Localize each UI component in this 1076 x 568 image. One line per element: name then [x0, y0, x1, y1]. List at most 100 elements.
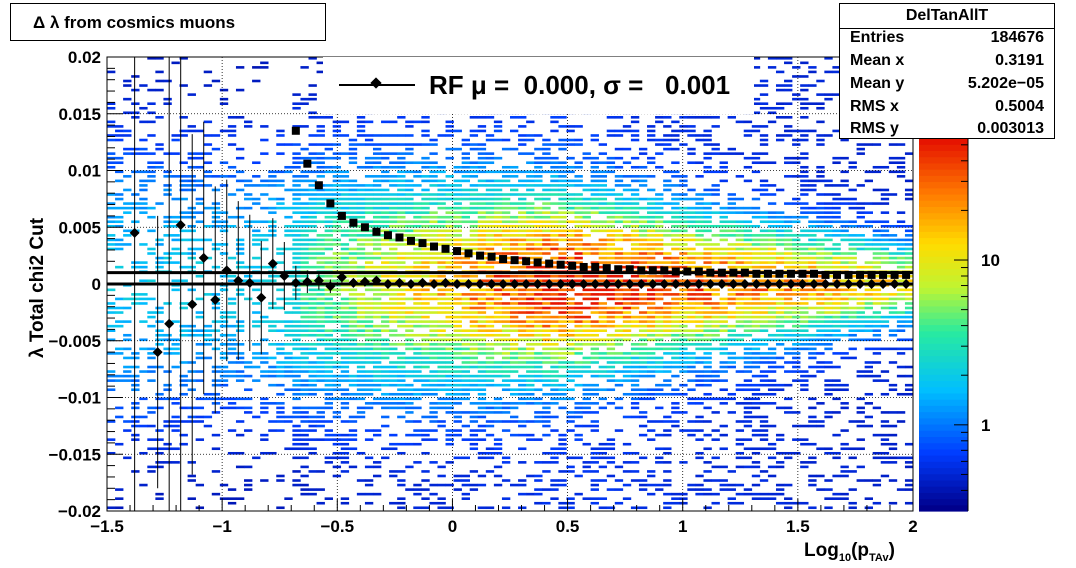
heatmap-cell	[429, 197, 438, 201]
heatmap-cell	[332, 383, 342, 387]
heatmap-cell	[727, 293, 736, 296]
heatmap-cell	[300, 343, 309, 346]
heatmap-cell	[139, 261, 148, 264]
heatmap-cell	[155, 116, 164, 119]
heatmap-cell	[542, 220, 551, 224]
heatmap-cell	[356, 388, 366, 392]
heatmap-cell	[445, 125, 454, 128]
heatmap-cell	[413, 234, 422, 237]
heatmap-cell	[171, 338, 180, 342]
heatmap-cell	[518, 374, 527, 378]
heatmap-cell	[372, 256, 382, 260]
heatmap-cell	[381, 229, 390, 233]
heatmap-cell	[735, 234, 745, 237]
heatmap-cell	[453, 388, 462, 392]
heatmap-cell	[751, 415, 761, 419]
heatmap-cell	[437, 197, 446, 201]
heatmap-cell	[260, 193, 269, 196]
heatmap-cell	[759, 492, 769, 496]
heatmap-cell	[284, 374, 293, 378]
heatmap-cell	[372, 188, 382, 192]
heatmap-cell	[816, 243, 825, 246]
heatmap-cell	[510, 243, 519, 246]
heatmap-cell	[784, 361, 793, 364]
heatmap-cell	[405, 252, 414, 255]
heatmap-cell	[671, 497, 680, 500]
heatmap-cell	[526, 347, 535, 351]
heatmap-cell	[147, 215, 156, 219]
heatmap-cell	[364, 456, 374, 460]
heatmap-cell	[703, 293, 712, 296]
heatmap-cell	[824, 361, 833, 364]
heatmap-cell	[381, 274, 390, 278]
heatmap-cell	[784, 397, 793, 401]
heatmap-cell	[445, 311, 454, 314]
heatmap-cell	[356, 406, 366, 410]
heatmap-cell	[389, 297, 398, 301]
heatmap-cell	[469, 211, 479, 214]
heatmap-cell	[364, 483, 374, 487]
heatmap-cell	[308, 179, 317, 183]
heatmap-cell	[663, 365, 672, 369]
heatmap-cell	[550, 306, 559, 310]
heatmap-cell	[413, 202, 422, 205]
heatmap-cell	[171, 320, 180, 323]
heatmap-cell	[324, 116, 333, 119]
heatmap-cell	[550, 338, 559, 342]
heatmap-cell	[832, 66, 841, 69]
heatmap-cell	[131, 220, 140, 224]
heatmap-cell	[727, 243, 736, 246]
heatmap-cell	[792, 352, 801, 355]
heatmap-cell	[751, 215, 761, 219]
heatmap-cell	[622, 279, 632, 283]
heatmap-cell	[622, 252, 632, 255]
heatmap-cell	[848, 311, 857, 314]
heatmap-cell	[364, 134, 374, 137]
heatmap-cell	[405, 197, 414, 201]
heatmap-cell	[800, 193, 809, 196]
heatmap-cell	[252, 66, 261, 69]
heatmap-cell	[534, 306, 543, 310]
heatmap-cell	[300, 311, 309, 314]
heatmap-cell	[719, 297, 728, 301]
heatmap-cell	[824, 229, 833, 233]
heatmap-cell	[630, 343, 640, 346]
heatmap-cell	[292, 374, 301, 378]
heatmap-cell	[292, 333, 301, 337]
heatmap-cell	[775, 433, 785, 437]
heatmap-cell	[816, 365, 825, 369]
heatmap-cell	[324, 188, 333, 192]
heatmap-cell	[292, 229, 301, 233]
heatmap-cell	[260, 356, 269, 360]
heatmap-cell	[800, 424, 809, 428]
heatmap-cell	[477, 302, 487, 305]
heatmap-cell	[195, 247, 205, 251]
heatmap-cell	[808, 461, 817, 464]
heatmap-cell	[308, 84, 317, 87]
heatmap-cell	[389, 311, 398, 314]
heatmap-cell	[582, 288, 591, 292]
heatmap-cell	[300, 66, 309, 69]
heatmap-cell	[622, 370, 632, 373]
heatmap-cell	[703, 333, 712, 337]
heatmap-cell	[784, 102, 793, 105]
heatmap-cell	[453, 179, 462, 183]
heatmap-cell	[493, 224, 503, 228]
heatmap-cell	[816, 311, 825, 314]
heatmap-cell	[598, 320, 608, 323]
heatmap-cell	[663, 311, 672, 314]
heatmap-cell	[348, 302, 358, 305]
heatmap-cell	[421, 302, 430, 305]
heatmap-cell	[638, 215, 648, 219]
heatmap-cell	[429, 229, 438, 233]
heatmap-cell	[840, 315, 849, 319]
heatmap-cell	[574, 433, 583, 437]
heatmap-cell	[671, 197, 680, 201]
heatmap-cell	[638, 311, 648, 314]
heatmap-cell	[598, 197, 608, 201]
heatmap-cell	[308, 252, 317, 255]
heatmap-cell	[735, 211, 745, 214]
heatmap-cell	[542, 293, 551, 296]
heatmap-cell	[840, 256, 849, 260]
heatmap-cell	[340, 461, 350, 464]
